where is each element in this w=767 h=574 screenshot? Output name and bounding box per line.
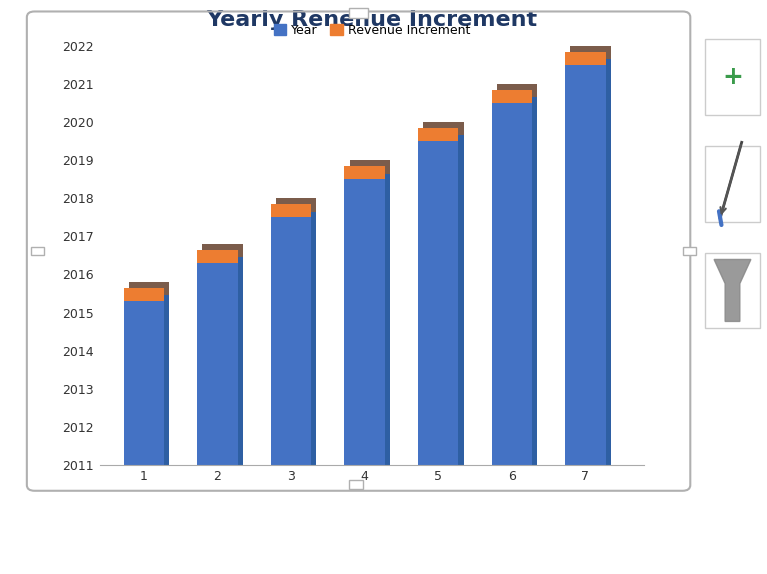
FancyBboxPatch shape (705, 146, 760, 222)
FancyBboxPatch shape (705, 39, 760, 115)
Bar (492, 103, 532, 465)
Bar (350, 160, 390, 465)
Bar (497, 84, 537, 465)
Bar (497, 84, 537, 98)
Bar (418, 128, 459, 141)
Bar (202, 244, 243, 465)
Bar (129, 282, 170, 296)
Bar (197, 263, 238, 465)
Bar (418, 141, 459, 465)
Bar (565, 52, 606, 65)
Bar (344, 166, 385, 179)
Text: CTRL + P: CTRL + P (286, 506, 454, 540)
Bar (350, 160, 390, 173)
Bar (271, 218, 311, 465)
Bar (123, 288, 164, 301)
Bar (276, 198, 317, 465)
Bar (565, 65, 606, 465)
Bar (571, 46, 611, 465)
Bar (197, 250, 238, 263)
Bar (276, 198, 317, 212)
Title: Yearly Renenue Increment: Yearly Renenue Increment (206, 10, 538, 30)
FancyBboxPatch shape (705, 253, 760, 328)
Bar (492, 90, 532, 103)
Text: +: + (722, 65, 743, 89)
Bar (344, 179, 385, 465)
Bar (271, 204, 311, 218)
Bar (129, 282, 170, 465)
Bar (202, 244, 243, 257)
Polygon shape (714, 259, 751, 321)
Bar (423, 122, 463, 465)
Bar (423, 122, 463, 135)
Bar (123, 301, 164, 465)
Bar (571, 46, 611, 59)
Legend: Year, Revenue Increment: Year, Revenue Increment (268, 18, 476, 42)
